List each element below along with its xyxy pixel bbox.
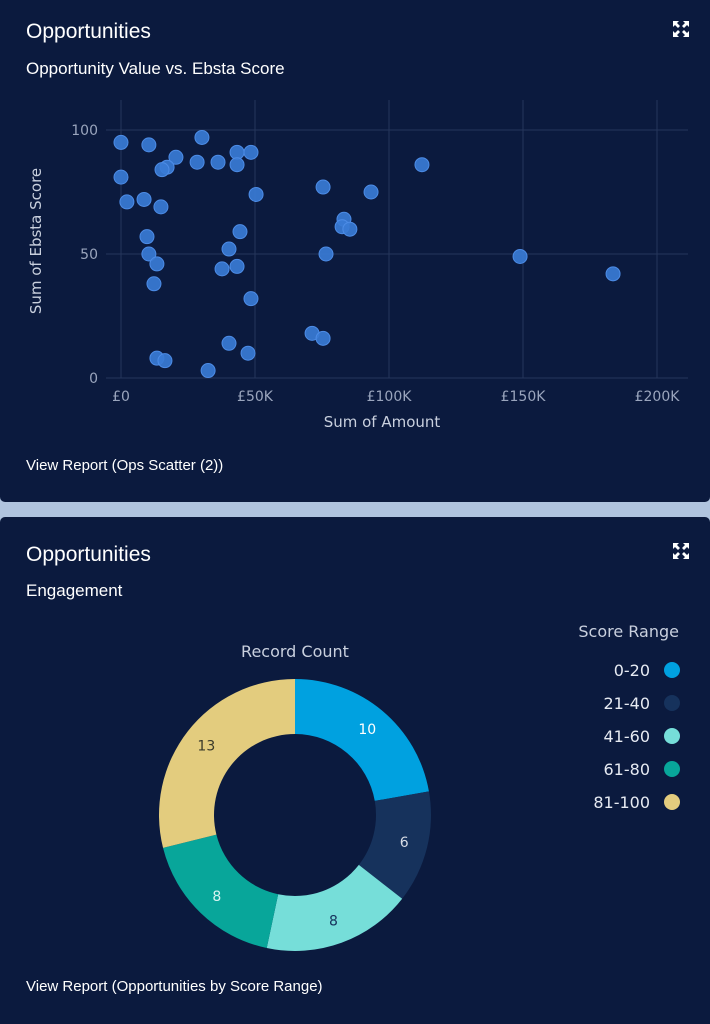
legend-swatch xyxy=(664,695,680,711)
donut-slice-41-60[interactable] xyxy=(266,864,403,951)
scatter-point[interactable] xyxy=(221,335,237,351)
scatter-point[interactable] xyxy=(229,258,245,274)
panel-title: Opportunities xyxy=(26,543,151,566)
x-tick-label: £50K xyxy=(237,389,274,405)
scatter-point[interactable] xyxy=(153,199,169,215)
y-tick-label: 0 xyxy=(89,371,98,387)
scatter-point[interactable] xyxy=(243,291,259,307)
panel-title: Opportunities xyxy=(26,20,151,43)
x-axis-title: Sum of Amount xyxy=(324,413,441,431)
scatter-point[interactable] xyxy=(605,266,621,282)
legend-item[interactable]: 21-40 xyxy=(603,693,680,713)
scatter-panel: Opportunities Opportunity Value vs. Ebst… xyxy=(0,0,710,502)
scatter-point[interactable] xyxy=(194,129,210,145)
scatter-point[interactable] xyxy=(512,248,528,264)
donut-slice-label: 6 xyxy=(400,835,409,851)
view-report-link[interactable]: View Report (Ops Scatter (2)) xyxy=(26,457,224,474)
scatter-point[interactable] xyxy=(315,330,331,346)
scatter-point[interactable] xyxy=(363,184,379,200)
donut-slice-label: 10 xyxy=(358,722,376,738)
donut-slice-21-40[interactable] xyxy=(358,791,432,899)
scatter-point[interactable] xyxy=(210,154,226,170)
scatter-point[interactable] xyxy=(149,256,165,272)
donut-slice-61-80[interactable] xyxy=(163,834,279,949)
scatter-point[interactable] xyxy=(136,191,152,207)
legend-label: 81-100 xyxy=(593,792,650,812)
legend-swatch xyxy=(664,728,680,744)
donut-slice-0-20[interactable] xyxy=(295,679,429,801)
scatter-point[interactable] xyxy=(200,363,216,379)
scatter-point[interactable] xyxy=(229,157,245,173)
legend-title: Score Range xyxy=(578,622,679,641)
scatter-point[interactable] xyxy=(113,134,129,150)
legend-label: 0-20 xyxy=(613,660,650,680)
scatter-point[interactable] xyxy=(119,194,135,210)
donut-title: Record Count xyxy=(241,642,349,661)
scatter-point[interactable] xyxy=(342,221,358,237)
expand-button[interactable] xyxy=(672,20,690,38)
scatter-point[interactable] xyxy=(139,229,155,245)
donut-slice-label: 8 xyxy=(329,914,338,930)
legend-label: 61-80 xyxy=(603,759,651,779)
scatter-point[interactable] xyxy=(414,157,430,173)
scatter-chart: 0 50 100 £0 £50K £100K £150K £200K Sum of Amoun… xyxy=(27,100,688,431)
panel-subtitle: Engagement xyxy=(26,581,123,600)
donut-slice-label: 13 xyxy=(197,739,215,755)
scatter-point[interactable] xyxy=(214,261,230,277)
legend-swatch xyxy=(664,761,680,777)
expand-arrows-icon xyxy=(673,543,689,559)
donut-chart: Record Count 10 6 8 8 13 xyxy=(158,642,432,951)
legend-label: 41-60 xyxy=(603,726,651,746)
scatter-point[interactable] xyxy=(141,137,157,153)
scatter-point[interactable] xyxy=(154,162,170,178)
legend-label: 21-40 xyxy=(603,693,651,713)
scatter-point[interactable] xyxy=(232,224,248,240)
legend-item[interactable]: 41-60 xyxy=(603,726,680,746)
y-tick-label: 50 xyxy=(80,247,98,263)
donut-slice-label: 8 xyxy=(212,889,221,905)
view-report-link[interactable]: View Report (Opportunities by Score Rang… xyxy=(26,978,323,995)
x-tick-label: £0 xyxy=(112,389,130,405)
expand-button[interactable] xyxy=(672,542,690,560)
scatter-point[interactable] xyxy=(318,246,334,262)
legend-swatch xyxy=(664,794,680,810)
scatter-point[interactable] xyxy=(157,353,173,369)
donut-slice-81-100[interactable] xyxy=(158,679,295,848)
y-tick-label: 100 xyxy=(71,123,98,139)
scatter-point[interactable] xyxy=(315,179,331,195)
scatter-point[interactable] xyxy=(146,276,162,292)
scatter-point[interactable] xyxy=(240,345,256,361)
legend-item[interactable]: 61-80 xyxy=(603,759,680,779)
scatter-point[interactable] xyxy=(189,154,205,170)
donut-panel: Opportunities Engagement Record Count 10… xyxy=(0,517,710,1024)
y-axis-title: Sum of Ebsta Score xyxy=(27,168,45,314)
panel-subtitle: Opportunity Value vs. Ebsta Score xyxy=(26,59,285,78)
scatter-point[interactable] xyxy=(221,241,237,257)
scatter-point[interactable] xyxy=(113,169,129,185)
scatter-point[interactable] xyxy=(248,186,264,202)
legend-item[interactable]: 81-100 xyxy=(593,792,680,812)
legend-swatch xyxy=(664,662,680,678)
scatter-point[interactable] xyxy=(243,144,259,160)
x-tick-label: £200K xyxy=(635,389,681,405)
scatter-point[interactable] xyxy=(168,149,184,165)
x-tick-label: £100K xyxy=(367,389,413,405)
x-tick-label: £150K xyxy=(501,389,547,405)
expand-arrows-icon xyxy=(673,21,689,37)
legend-item[interactable]: 0-20 xyxy=(614,660,680,680)
scatter-point[interactable] xyxy=(141,246,157,262)
